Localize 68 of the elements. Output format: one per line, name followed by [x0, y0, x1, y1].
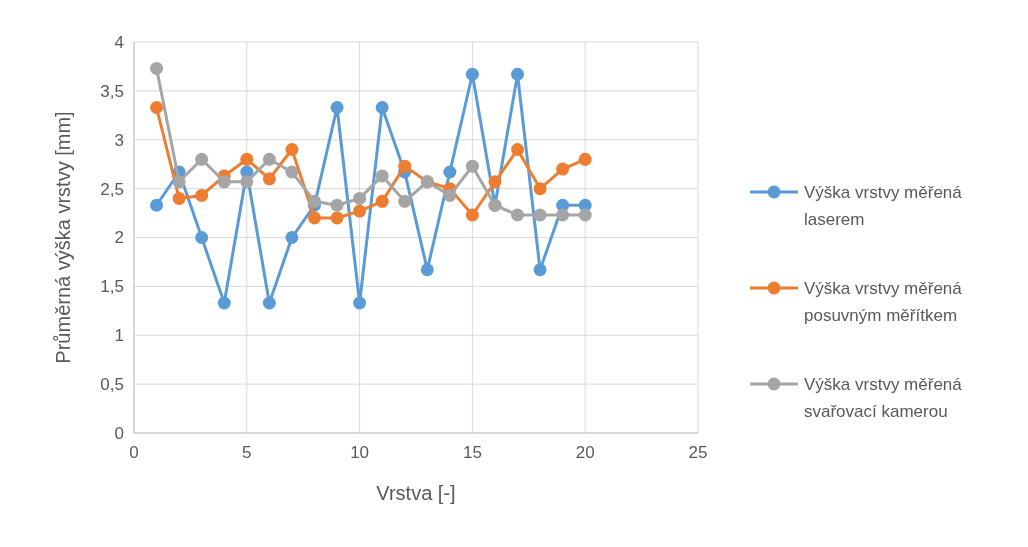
point [330, 211, 344, 225]
x-tick-label: 25 [688, 443, 708, 462]
point [465, 208, 479, 222]
point [511, 67, 525, 81]
y-tick-label: 1 [114, 326, 124, 346]
x-axis-title: Vrstva [-] [376, 482, 456, 504]
y-tick-label: 1,5 [100, 277, 124, 297]
y-tick-label: 2 [114, 228, 124, 248]
point [533, 208, 547, 222]
point [465, 159, 479, 173]
point [150, 61, 164, 75]
legend-label: Výška vrstvy měřená svařovací kamerou [804, 374, 963, 422]
point [150, 100, 164, 114]
point [353, 191, 367, 205]
point [195, 188, 209, 202]
point [285, 165, 299, 179]
point [443, 165, 457, 179]
point [578, 152, 592, 166]
point [240, 175, 254, 189]
point [307, 194, 321, 208]
point [533, 263, 547, 277]
point [217, 175, 231, 189]
point [195, 231, 209, 244]
x-tick-label: 0 [129, 443, 139, 462]
y-axis-title: Průměrná výška vrstvy [mm] [52, 111, 74, 364]
legend-label: Výška vrstvy měřená laserem [804, 182, 963, 230]
point [398, 159, 412, 173]
point [353, 296, 367, 310]
point [375, 194, 389, 208]
point [511, 143, 525, 157]
point [556, 162, 570, 176]
point [262, 172, 276, 186]
point [330, 198, 344, 212]
point [330, 100, 344, 114]
point [285, 143, 299, 157]
point [465, 67, 479, 81]
x-tick-label: 20 [575, 443, 595, 462]
y-tick-label: 0 [114, 423, 124, 443]
point [556, 208, 570, 222]
point [262, 152, 276, 166]
point [285, 231, 299, 244]
point [511, 208, 525, 222]
y-tick-label: 4 [114, 32, 124, 52]
point [172, 191, 186, 205]
point [488, 175, 502, 189]
point [375, 169, 389, 183]
x-tick-label: 5 [242, 443, 252, 462]
point [307, 211, 321, 225]
point [172, 175, 186, 189]
point [420, 263, 434, 277]
point [217, 296, 231, 310]
point [240, 152, 254, 166]
y-tick-label: 2,5 [100, 179, 124, 199]
point [150, 198, 164, 212]
y-tick-label: 3 [114, 130, 124, 150]
x-tick-label: 15 [462, 443, 482, 462]
point [195, 152, 209, 166]
point [353, 204, 367, 218]
x-tick-label: 10 [350, 443, 370, 462]
point [578, 208, 592, 222]
y-tick-label: 3,5 [100, 81, 124, 101]
point [533, 182, 547, 196]
point [262, 296, 276, 310]
y-tick-label: 0,5 [100, 375, 124, 395]
point [398, 194, 412, 208]
point [443, 188, 457, 202]
point [375, 100, 389, 114]
legend-label: Výška vrstvy měřená posuvným měřítkem [804, 278, 963, 326]
